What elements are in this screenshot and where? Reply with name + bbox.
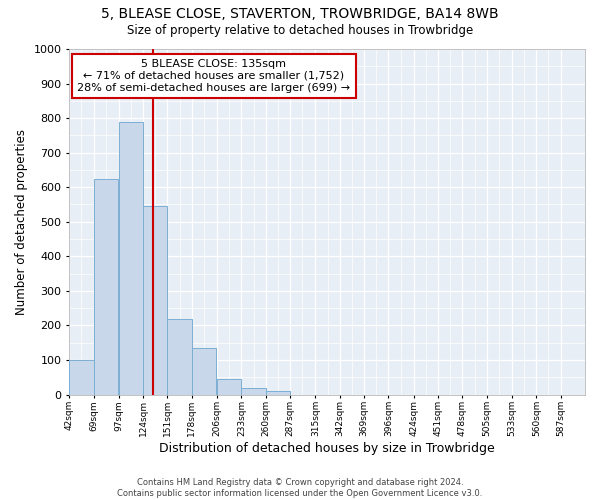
Y-axis label: Number of detached properties: Number of detached properties [15, 129, 28, 315]
Text: Size of property relative to detached houses in Trowbridge: Size of property relative to detached ho… [127, 24, 473, 37]
Bar [167, 318, 192, 394]
Bar [266, 391, 290, 394]
Bar [94, 178, 118, 394]
X-axis label: Distribution of detached houses by size in Trowbridge: Distribution of detached houses by size … [159, 442, 495, 455]
Bar [119, 122, 143, 394]
Text: Contains HM Land Registry data © Crown copyright and database right 2024.
Contai: Contains HM Land Registry data © Crown c… [118, 478, 482, 498]
Bar [217, 379, 241, 394]
Bar [241, 388, 266, 394]
Bar [192, 348, 216, 395]
Text: 5 BLEASE CLOSE: 135sqm
← 71% of detached houses are smaller (1,752)
28% of semi-: 5 BLEASE CLOSE: 135sqm ← 71% of detached… [77, 60, 350, 92]
Text: 5, BLEASE CLOSE, STAVERTON, TROWBRIDGE, BA14 8WB: 5, BLEASE CLOSE, STAVERTON, TROWBRIDGE, … [101, 8, 499, 22]
Bar [69, 360, 94, 394]
Bar [143, 206, 167, 394]
